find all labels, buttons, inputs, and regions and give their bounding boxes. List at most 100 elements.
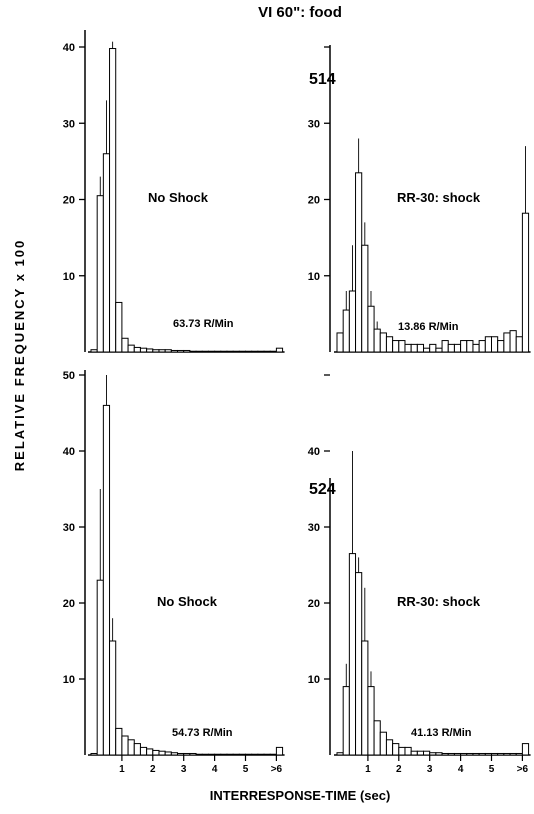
histogram-bar xyxy=(195,753,203,756)
histogram-bar xyxy=(379,332,387,353)
histogram-bar xyxy=(220,350,228,353)
x-tick-label: >6 xyxy=(271,764,283,775)
histogram-bar xyxy=(245,753,253,756)
histogram-bar xyxy=(127,344,135,353)
histogram-bar xyxy=(257,350,265,353)
histogram-bar xyxy=(429,343,437,353)
histogram-bar xyxy=(453,343,462,353)
histogram-bar xyxy=(177,349,185,353)
histogram-bar xyxy=(275,746,284,756)
y-axis-label: RELATIVE FREQUENCY x 100 xyxy=(12,239,27,471)
histogram-bar xyxy=(127,739,135,756)
y-tick-label: 20 xyxy=(63,195,75,207)
x-tick-label: 3 xyxy=(427,764,433,775)
histogram-bar xyxy=(385,739,394,756)
histogram-bar xyxy=(404,343,412,353)
histogram-bar xyxy=(385,336,394,353)
histogram-bar xyxy=(251,350,259,353)
histogram-bar xyxy=(257,753,265,756)
histogram-bar xyxy=(146,748,154,756)
histogram-bar xyxy=(491,336,499,353)
histogram-bar xyxy=(373,720,381,756)
histogram-bar xyxy=(416,750,425,756)
histogram-bar xyxy=(379,731,387,756)
histogram-bar xyxy=(226,350,234,353)
histogram-bar xyxy=(170,752,179,756)
histogram-bar xyxy=(361,244,369,353)
histogram-bar xyxy=(183,752,191,756)
histogram-bar xyxy=(214,753,222,756)
x-tick-label: 1 xyxy=(365,764,371,775)
histogram-bar xyxy=(410,343,418,353)
histogram-bar xyxy=(152,749,160,756)
histogram-bar xyxy=(133,346,141,353)
histogram-bar xyxy=(90,349,98,353)
histogram-bar xyxy=(269,350,277,353)
histogram-bar xyxy=(367,305,375,353)
panel-bottom-left: 10 20 30 40 50 1 2 3 4 5 >6 No Shock 54.73 R/Min xyxy=(63,370,285,775)
y-tick-label: 20 xyxy=(308,195,320,207)
histogram-bar xyxy=(90,752,98,756)
x-tick-label: 4 xyxy=(458,764,464,775)
histogram-bar xyxy=(373,328,381,353)
y-tick-label: 30 xyxy=(308,118,320,130)
histogram-bar xyxy=(348,553,357,756)
histogram-bar xyxy=(429,752,437,756)
histogram-bar xyxy=(170,349,179,353)
histogram-bar xyxy=(146,348,154,353)
histogram-bar xyxy=(521,743,530,756)
histogram-bar xyxy=(404,746,412,756)
histogram-bar xyxy=(484,752,493,756)
histogram-bar xyxy=(460,752,468,756)
histogram-bar xyxy=(361,640,369,756)
histogram-bar xyxy=(484,336,493,353)
histogram-bar xyxy=(491,752,499,756)
histogram-bar xyxy=(447,752,455,756)
histogram-bar xyxy=(466,752,474,756)
histogram-bar xyxy=(416,343,425,353)
histogram-bar xyxy=(121,735,129,756)
x-tick-label: 4 xyxy=(212,764,218,775)
y-tick-label: 30 xyxy=(308,522,320,534)
histogram-bar xyxy=(207,753,216,756)
histogram-bar xyxy=(453,752,462,756)
histogram-bar xyxy=(336,752,344,756)
histogram-bar xyxy=(497,340,505,353)
histogram-bar xyxy=(214,350,222,353)
subject-label-top: 514 xyxy=(309,71,336,88)
histogram-bar xyxy=(441,340,449,353)
y-tick-label: 10 xyxy=(308,674,320,686)
histogram-bar xyxy=(392,340,400,353)
condition-label: RR-30: shock xyxy=(397,190,481,205)
y-tick-label: 30 xyxy=(63,522,75,534)
histogram-bar xyxy=(201,753,209,756)
histogram-bar xyxy=(509,752,517,756)
histogram-bar xyxy=(189,752,197,756)
condition-label: No Shock xyxy=(157,594,218,609)
y-tick-label: 30 xyxy=(63,118,75,130)
histogram-bar xyxy=(158,349,166,353)
histogram-bar xyxy=(96,195,104,353)
histogram-bar xyxy=(139,746,148,756)
y-tick-label: 50 xyxy=(63,370,75,382)
x-tick-label: 1 xyxy=(119,764,125,775)
histogram-bar xyxy=(348,290,357,353)
x-tick-label: 3 xyxy=(181,764,187,775)
panels: 10 20 30 40 No Shock 63.73 R/Min 10 20 30 RR-30: … xyxy=(63,30,531,775)
x-tick-label: 2 xyxy=(396,764,402,775)
condition-label: RR-30: shock xyxy=(397,594,481,609)
histogram-bar xyxy=(503,332,511,353)
histogram-bar xyxy=(355,172,363,353)
histogram-bar xyxy=(275,347,284,353)
histogram-bar xyxy=(195,350,203,353)
histogram-bar xyxy=(410,750,418,756)
histogram-bar xyxy=(515,752,523,756)
histogram-bar xyxy=(109,48,117,353)
y-tick-label: 10 xyxy=(308,271,320,283)
histogram-bar xyxy=(336,332,344,353)
rate-label: 63.73 R/Min xyxy=(173,318,234,330)
y-tick-label: 40 xyxy=(63,42,75,54)
histogram-bar xyxy=(503,752,511,756)
histogram-bar xyxy=(472,752,480,756)
